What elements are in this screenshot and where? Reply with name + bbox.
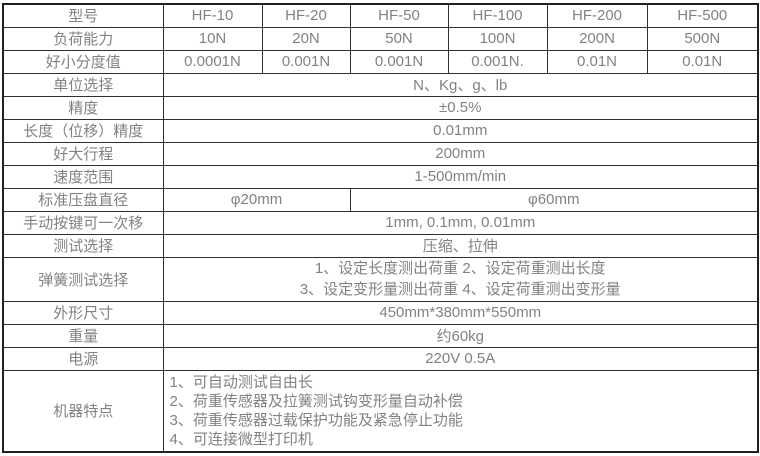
model-cell: HF-50 (349, 3, 449, 28)
feature-item: 1、可自动测试自由长 (169, 373, 313, 391)
row-weight: 重量 约60kg (2, 323, 759, 348)
row-label-dimensions: 外形尺寸 (2, 300, 164, 325)
row-label-length-accuracy: 长度（位移）精度 (2, 118, 164, 143)
platen-diameter-small: φ20mm (162, 187, 351, 212)
row-test-mode: 测试选择 压缩、拉伸 (2, 233, 759, 258)
row-label-features: 机器特点 (2, 369, 164, 452)
feature-item: 3、荷重传感器过载保护功能及紧急停止功能 (169, 411, 463, 429)
feature-item: 2、荷重传感器及拉簧测试钩变形量自动补偿 (169, 392, 463, 410)
row-power: 电源 220V 0.5A (2, 346, 759, 371)
row-resolution: 好小分度值 0.0001N 0.001N 0.001N 0.001N. 0.01… (2, 49, 759, 74)
unit-selection-value: N、Kg、g、lb (162, 72, 759, 97)
capacity-cell: 200N (546, 26, 648, 51)
test-mode-value: 压缩、拉伸 (162, 233, 759, 258)
spec-table: 型号 HF-10 HF-20 HF-50 HF-100 HF-200 HF-50… (2, 3, 759, 453)
length-accuracy-value: 0.01mm (162, 118, 759, 143)
weight-value: 约60kg (162, 323, 759, 348)
row-label-test-mode: 测试选择 (2, 233, 164, 258)
capacity-cell: 100N (447, 26, 548, 51)
dimensions-value: 450mm*380mm*550mm (162, 300, 759, 325)
row-label-accuracy: 精度 (2, 95, 164, 120)
resolution-cell: 0.001N (261, 49, 351, 74)
platen-diameter-large: φ60mm (349, 187, 759, 212)
row-dimensions: 外形尺寸 450mm*380mm*550mm (2, 300, 759, 325)
row-max-stroke: 好大行程 200mm (2, 141, 759, 166)
speed-range-value: 1-500mm/min (162, 164, 759, 189)
resolution-cell: 0.001N (349, 49, 449, 74)
features-value: 1、可自动测试自由长 2、荷重传感器及拉簧测试钩变形量自动补偿 3、荷重传感器过… (162, 369, 759, 452)
resolution-cell: 0.0001N (162, 49, 263, 74)
capacity-cell: 10N (162, 26, 263, 51)
model-cell: HF-500 (646, 3, 759, 28)
resolution-cell: 0.001N. (447, 49, 548, 74)
row-length-accuracy: 长度（位移）精度 0.01mm (2, 118, 759, 143)
row-model: 型号 HF-10 HF-20 HF-50 HF-100 HF-200 HF-50… (2, 3, 759, 28)
row-label-model: 型号 (2, 3, 164, 28)
row-label-spring-test: 弹簧测试选择 (2, 256, 164, 302)
spring-test-value: 1、设定长度测出荷重 2、设定荷重测出长度 3、设定变形量测出荷重 4、设定荷重… (162, 256, 759, 302)
capacity-cell: 500N (646, 26, 759, 51)
model-cell: HF-200 (546, 3, 648, 28)
model-cell: HF-100 (447, 3, 548, 28)
row-manual-step: 手动按键可一次移 1mm, 0.1mm, 0.01mm (2, 210, 759, 235)
resolution-cell: 0.01N (546, 49, 648, 74)
row-spring-test: 弹簧测试选择 1、设定长度测出荷重 2、设定荷重测出长度 3、设定变形量测出荷重… (2, 256, 759, 302)
resolution-cell: 0.01N (646, 49, 759, 74)
row-label-power: 电源 (2, 346, 164, 371)
row-label-speed-range: 速度范围 (2, 164, 164, 189)
power-value: 220V 0.5A (162, 346, 759, 371)
row-label-unit-selection: 单位选择 (2, 72, 164, 97)
manual-step-value: 1mm, 0.1mm, 0.01mm (162, 210, 759, 235)
row-label-manual-step: 手动按键可一次移 (2, 210, 164, 235)
spring-test-line2: 3、设定变形量测出荷重 4、设定荷重测出变形量 (299, 281, 621, 298)
capacity-cell: 50N (349, 26, 449, 51)
feature-item: 4、可连接微型打印机 (169, 430, 313, 448)
model-cell: HF-10 (162, 3, 263, 28)
row-unit-selection: 单位选择 N、Kg、g、lb (2, 72, 759, 97)
max-stroke-value: 200mm (162, 141, 759, 166)
row-label-weight: 重量 (2, 323, 164, 348)
row-platen-diameter: 标准压盘直径 φ20mm φ60mm (2, 187, 759, 212)
row-load-capacity: 负荷能力 10N 20N 50N 100N 200N 500N (2, 26, 759, 51)
spring-test-line1: 1、设定长度测出荷重 2、设定荷重测出长度 (314, 260, 606, 277)
model-cell: HF-20 (261, 3, 351, 28)
row-accuracy: 精度 ±0.5% (2, 95, 759, 120)
row-features: 机器特点 1、可自动测试自由长 2、荷重传感器及拉簧测试钩变形量自动补偿 3、荷… (2, 369, 759, 452)
capacity-cell: 20N (261, 26, 351, 51)
row-speed-range: 速度范围 1-500mm/min (2, 164, 759, 189)
row-label-platen-diameter: 标准压盘直径 (2, 187, 164, 212)
accuracy-value: ±0.5% (162, 95, 759, 120)
row-label-load-capacity: 负荷能力 (2, 26, 164, 51)
row-label-resolution: 好小分度值 (2, 49, 164, 74)
row-label-max-stroke: 好大行程 (2, 141, 164, 166)
